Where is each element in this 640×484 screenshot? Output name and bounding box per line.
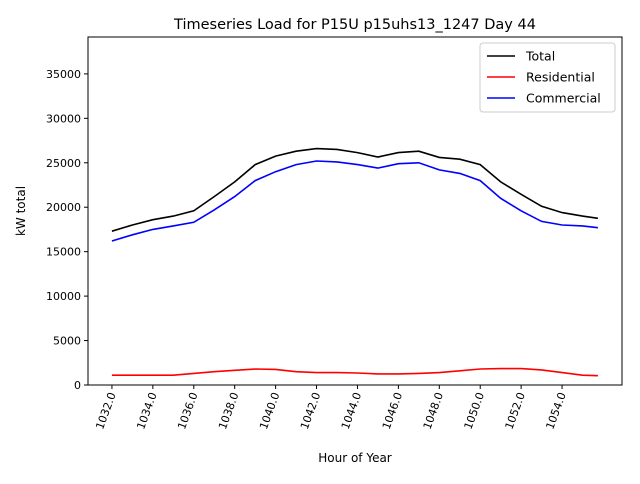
x-tick-label: 1048.0	[421, 391, 446, 432]
x-tick-label: 1052.0	[503, 391, 528, 432]
x-tick-label: 1046.0	[380, 391, 405, 432]
y-tick-label: 5000	[53, 335, 81, 348]
y-tick-label: 10000	[46, 290, 81, 303]
x-tick-label: 1054.0	[543, 391, 568, 432]
x-tick-label: 1040.0	[257, 391, 282, 432]
series-line-residential	[111, 367, 598, 377]
x-tick-label: 1042.0	[298, 391, 323, 432]
plot-frame	[87, 36, 623, 386]
x-tick-label: 1050.0	[462, 391, 487, 432]
y-tick-label: 0	[74, 379, 81, 392]
legend-label-total: Total	[525, 49, 555, 64]
y-tick-label: 25000	[46, 157, 81, 170]
y-tick-label: 15000	[46, 246, 81, 259]
y-tick-label: 20000	[46, 201, 81, 214]
x-axis-label: Hour of Year	[318, 451, 392, 465]
y-tick-label: 35000	[46, 68, 81, 81]
legend-label-commercial: Commercial	[526, 91, 601, 106]
x-tick-label: 1038.0	[216, 391, 241, 432]
x-tick-label: 1032.0	[93, 391, 118, 432]
legend-box	[479, 42, 616, 113]
series-line-commercial	[111, 160, 598, 242]
y-axis-label: kW total	[14, 186, 28, 236]
y-tick-label: 30000	[46, 112, 81, 125]
x-tick-label: 1036.0	[175, 391, 200, 432]
chart-title: Timeseries Load for P15U p15uhs13_1247 D…	[173, 17, 536, 33]
x-tick-label: 1044.0	[339, 391, 364, 432]
legend-label-residential: Residential	[526, 70, 595, 85]
x-tick-label: 1034.0	[134, 391, 159, 432]
series-line-total	[111, 147, 599, 232]
